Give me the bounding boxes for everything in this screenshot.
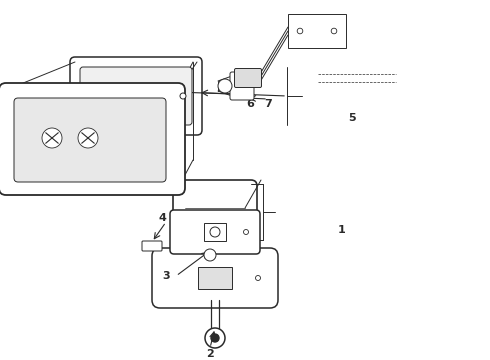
FancyBboxPatch shape xyxy=(0,83,185,195)
Circle shape xyxy=(331,28,337,34)
FancyBboxPatch shape xyxy=(142,241,162,251)
Circle shape xyxy=(255,275,261,280)
Text: 6: 6 xyxy=(246,99,254,109)
Circle shape xyxy=(244,230,248,234)
Circle shape xyxy=(210,227,220,237)
Text: 5: 5 xyxy=(348,113,356,123)
FancyBboxPatch shape xyxy=(80,67,192,125)
Circle shape xyxy=(211,334,219,342)
Bar xyxy=(198,267,232,289)
Bar xyxy=(204,223,226,241)
Text: 2: 2 xyxy=(206,349,214,359)
Circle shape xyxy=(78,128,98,148)
FancyBboxPatch shape xyxy=(70,57,202,135)
FancyBboxPatch shape xyxy=(235,68,262,87)
FancyBboxPatch shape xyxy=(170,210,260,254)
Circle shape xyxy=(180,93,186,99)
FancyBboxPatch shape xyxy=(173,180,257,218)
Polygon shape xyxy=(174,214,256,250)
FancyBboxPatch shape xyxy=(152,248,278,308)
Circle shape xyxy=(205,328,225,348)
Text: 1: 1 xyxy=(338,225,346,235)
Bar xyxy=(288,14,346,48)
Circle shape xyxy=(297,28,303,34)
FancyBboxPatch shape xyxy=(14,98,166,182)
FancyBboxPatch shape xyxy=(230,72,254,100)
Circle shape xyxy=(204,249,216,261)
Circle shape xyxy=(42,128,62,148)
Text: 7: 7 xyxy=(264,99,272,109)
Text: 3: 3 xyxy=(162,271,170,281)
Text: 4: 4 xyxy=(158,213,166,223)
Circle shape xyxy=(218,79,232,93)
